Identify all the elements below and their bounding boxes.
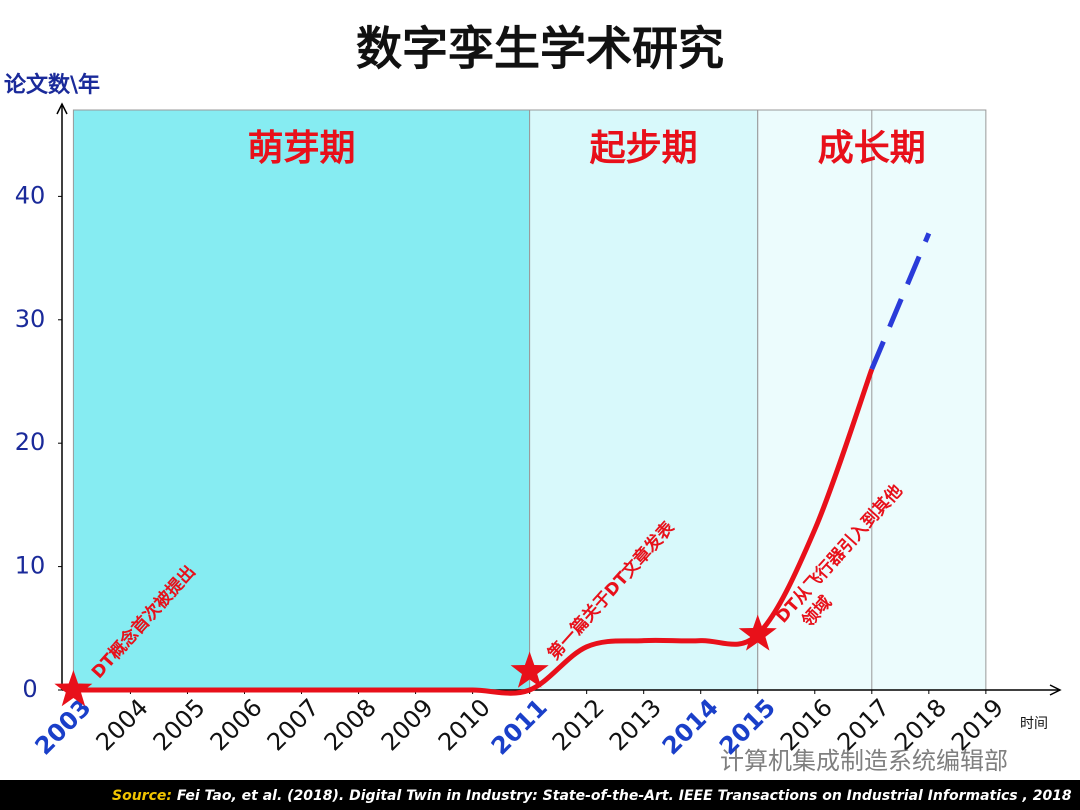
x-tick-label: 2008 bbox=[319, 693, 382, 756]
data-line bbox=[73, 368, 875, 696]
x-tick-label: 2014 bbox=[657, 693, 724, 760]
x-axis-arrow bbox=[1049, 684, 1062, 696]
x-tick-label: 2010 bbox=[433, 693, 496, 756]
event-star bbox=[54, 670, 93, 707]
watermark: 计算机集成制造系统编辑部 bbox=[720, 747, 1008, 775]
x-tick-label: 2011 bbox=[486, 693, 553, 760]
source-text: Fei Tao, et al. (2018). Digital Twin in … bbox=[177, 788, 1072, 804]
event-star bbox=[738, 614, 777, 651]
period-band bbox=[529, 109, 759, 691]
x-tick-label: 2006 bbox=[205, 693, 268, 756]
source: Source: Fei Tao, et al. (2018). Digital … bbox=[112, 788, 1072, 804]
x-tick-label: 2009 bbox=[376, 693, 439, 756]
y-tick-label: 20 bbox=[15, 428, 46, 456]
y-tick-label: 40 bbox=[15, 181, 46, 209]
source-prefix: Source: bbox=[112, 788, 172, 804]
y-tick-label: 0 bbox=[22, 675, 37, 703]
y-axis-label: 论文数\年 bbox=[4, 72, 100, 98]
period-label: 成长期 bbox=[818, 128, 926, 169]
source-bar bbox=[0, 780, 1080, 810]
y-tick-label: 10 bbox=[15, 552, 46, 580]
period-label: 萌芽期 bbox=[248, 128, 356, 169]
x-axis-label: 时间 bbox=[1020, 716, 1048, 732]
x-tick-label: 2013 bbox=[604, 693, 667, 756]
chart-title: 数字孪生学术研究 bbox=[356, 22, 724, 76]
y-tick-label: 30 bbox=[15, 305, 46, 333]
data-line bbox=[869, 232, 932, 371]
x-tick-label: 2005 bbox=[148, 693, 211, 756]
x-tick-label: 2004 bbox=[91, 693, 154, 756]
period-band bbox=[72, 109, 531, 691]
background bbox=[72, 109, 987, 691]
period-label: 起步期 bbox=[590, 128, 698, 169]
event-star bbox=[510, 651, 549, 688]
x-tick-label: 2012 bbox=[547, 693, 610, 756]
y-axis-arrow bbox=[56, 102, 68, 115]
x-tick-label: 2007 bbox=[262, 693, 325, 756]
